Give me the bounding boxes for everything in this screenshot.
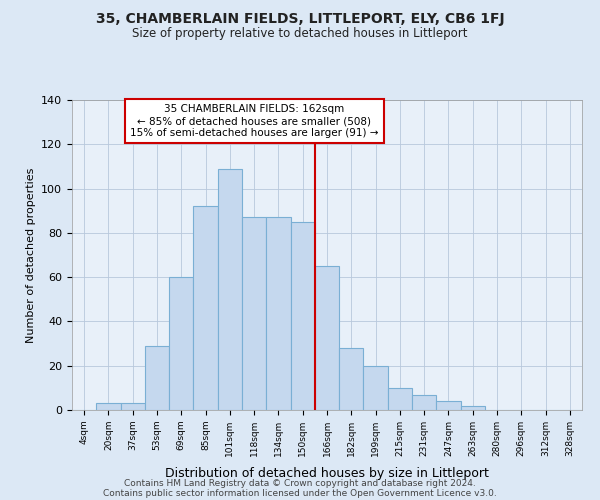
- X-axis label: Distribution of detached houses by size in Littleport: Distribution of detached houses by size …: [165, 467, 489, 480]
- Text: Size of property relative to detached houses in Littleport: Size of property relative to detached ho…: [132, 28, 468, 40]
- Bar: [461, 406, 485, 410]
- Bar: [121, 404, 145, 410]
- Text: 35, CHAMBERLAIN FIELDS, LITTLEPORT, ELY, CB6 1FJ: 35, CHAMBERLAIN FIELDS, LITTLEPORT, ELY,…: [95, 12, 505, 26]
- Bar: [412, 394, 436, 410]
- Bar: [145, 346, 169, 410]
- Text: Contains public sector information licensed under the Open Government Licence v3: Contains public sector information licen…: [103, 488, 497, 498]
- Bar: [339, 348, 364, 410]
- Bar: [436, 401, 461, 410]
- Bar: [315, 266, 339, 410]
- Bar: [290, 222, 315, 410]
- Bar: [218, 168, 242, 410]
- Text: 35 CHAMBERLAIN FIELDS: 162sqm
← 85% of detached houses are smaller (508)
15% of : 35 CHAMBERLAIN FIELDS: 162sqm ← 85% of d…: [130, 104, 379, 138]
- Bar: [388, 388, 412, 410]
- Bar: [96, 404, 121, 410]
- Bar: [193, 206, 218, 410]
- Bar: [242, 218, 266, 410]
- Bar: [169, 277, 193, 410]
- Text: Contains HM Land Registry data © Crown copyright and database right 2024.: Contains HM Land Registry data © Crown c…: [124, 478, 476, 488]
- Bar: [364, 366, 388, 410]
- Y-axis label: Number of detached properties: Number of detached properties: [26, 168, 35, 342]
- Bar: [266, 218, 290, 410]
